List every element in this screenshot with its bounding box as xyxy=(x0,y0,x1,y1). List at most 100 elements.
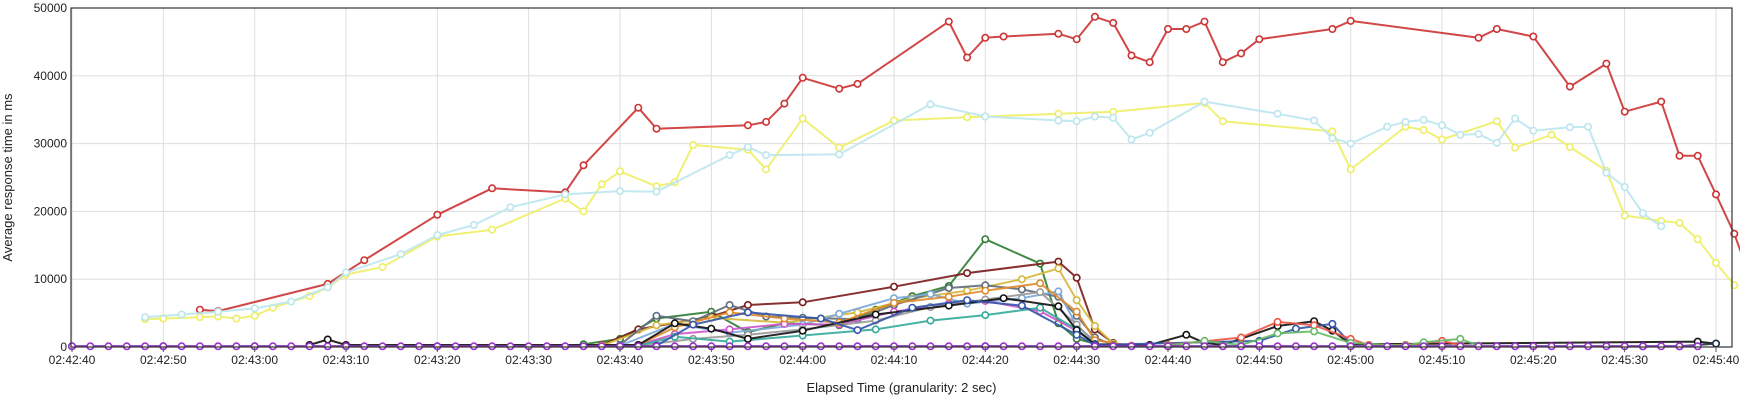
data-point xyxy=(1712,258,1721,267)
data-point xyxy=(1346,16,1355,25)
data-point xyxy=(889,282,898,291)
data-point xyxy=(1693,151,1702,160)
data-point xyxy=(1054,29,1063,38)
data-point xyxy=(451,342,460,351)
y-axis-title: Average response time in ms xyxy=(0,93,15,262)
data-point xyxy=(1565,143,1574,152)
data-point xyxy=(1584,122,1593,131)
data-point xyxy=(615,187,624,196)
data-point xyxy=(506,342,515,351)
data-point xyxy=(1164,24,1173,33)
y-tick-label: 50000 xyxy=(34,1,68,15)
data-point xyxy=(1675,218,1684,227)
data-point xyxy=(981,235,990,244)
data-point xyxy=(798,114,807,123)
data-point xyxy=(889,298,898,307)
x-tick-label: 02:44:50 xyxy=(1236,353,1283,367)
series-2 xyxy=(141,97,1666,322)
data-point xyxy=(999,342,1008,351)
data-point xyxy=(1492,117,1501,126)
data-point xyxy=(1346,139,1355,148)
data-point xyxy=(1438,121,1447,130)
data-point xyxy=(214,342,223,351)
data-point xyxy=(1565,342,1574,351)
data-point xyxy=(1602,59,1611,68)
series-line xyxy=(145,100,1662,319)
data-point xyxy=(963,269,972,278)
data-point xyxy=(141,313,150,322)
data-point xyxy=(1291,342,1300,351)
data-point xyxy=(1492,24,1501,33)
data-point xyxy=(835,309,844,318)
data-point xyxy=(323,342,332,351)
data-point xyxy=(1456,130,1465,139)
data-point xyxy=(1675,342,1684,351)
data-point xyxy=(1273,329,1282,338)
data-point xyxy=(981,286,990,295)
data-point xyxy=(561,342,570,351)
data-point xyxy=(1090,342,1099,351)
x-tick-label: 02:45:30 xyxy=(1601,353,1648,367)
data-point xyxy=(1200,17,1209,26)
data-point xyxy=(488,184,497,193)
data-point xyxy=(1200,342,1209,351)
data-point xyxy=(1328,319,1337,328)
data-point xyxy=(1072,307,1081,316)
data-point xyxy=(926,100,935,109)
data-point xyxy=(1310,116,1319,125)
data-point xyxy=(1072,117,1081,126)
data-point xyxy=(195,313,204,322)
data-point xyxy=(981,112,990,121)
data-point xyxy=(323,335,332,344)
data-point xyxy=(689,320,698,329)
data-point xyxy=(1620,107,1629,116)
data-point xyxy=(360,256,369,265)
data-point xyxy=(981,311,990,320)
data-point xyxy=(268,342,277,351)
x-tick-label: 02:43:30 xyxy=(505,353,552,367)
data-point xyxy=(1547,342,1556,351)
data-point xyxy=(816,342,825,351)
data-point xyxy=(1419,342,1428,351)
data-point xyxy=(743,143,752,152)
data-point xyxy=(177,342,186,351)
data-point xyxy=(1237,333,1246,342)
data-point xyxy=(1529,126,1538,135)
data-point xyxy=(141,342,150,351)
data-point xyxy=(1438,135,1447,144)
data-point xyxy=(652,124,661,133)
data-point xyxy=(1090,12,1099,21)
data-point xyxy=(177,310,186,319)
data-point xyxy=(122,342,131,351)
x-tick-label: 02:43:40 xyxy=(597,353,644,367)
x-tick-label: 02:43:50 xyxy=(688,353,735,367)
data-point xyxy=(1054,109,1063,118)
data-point xyxy=(323,283,332,292)
data-point xyxy=(652,321,661,330)
data-point xyxy=(1036,279,1045,288)
data-point xyxy=(798,73,807,82)
data-point xyxy=(689,141,698,150)
data-point xyxy=(853,326,862,335)
data-point xyxy=(1237,342,1246,351)
data-point xyxy=(1072,273,1081,282)
data-point xyxy=(725,300,734,309)
data-point xyxy=(1730,229,1739,238)
data-point xyxy=(725,308,734,317)
data-point xyxy=(1492,342,1501,351)
data-point xyxy=(780,342,789,351)
data-point xyxy=(981,33,990,42)
data-point xyxy=(944,342,953,351)
series-line xyxy=(637,282,1132,347)
data-point xyxy=(1328,24,1337,33)
data-point xyxy=(1218,342,1227,351)
data-point xyxy=(908,303,917,312)
data-point xyxy=(1346,165,1355,174)
data-point xyxy=(652,342,661,351)
data-point xyxy=(1419,115,1428,124)
data-point xyxy=(1090,321,1099,330)
y-tick-label: 0 xyxy=(60,340,67,354)
data-point xyxy=(1182,24,1191,33)
data-point xyxy=(1693,342,1702,351)
x-tick-label: 02:45:40 xyxy=(1693,353,1740,367)
